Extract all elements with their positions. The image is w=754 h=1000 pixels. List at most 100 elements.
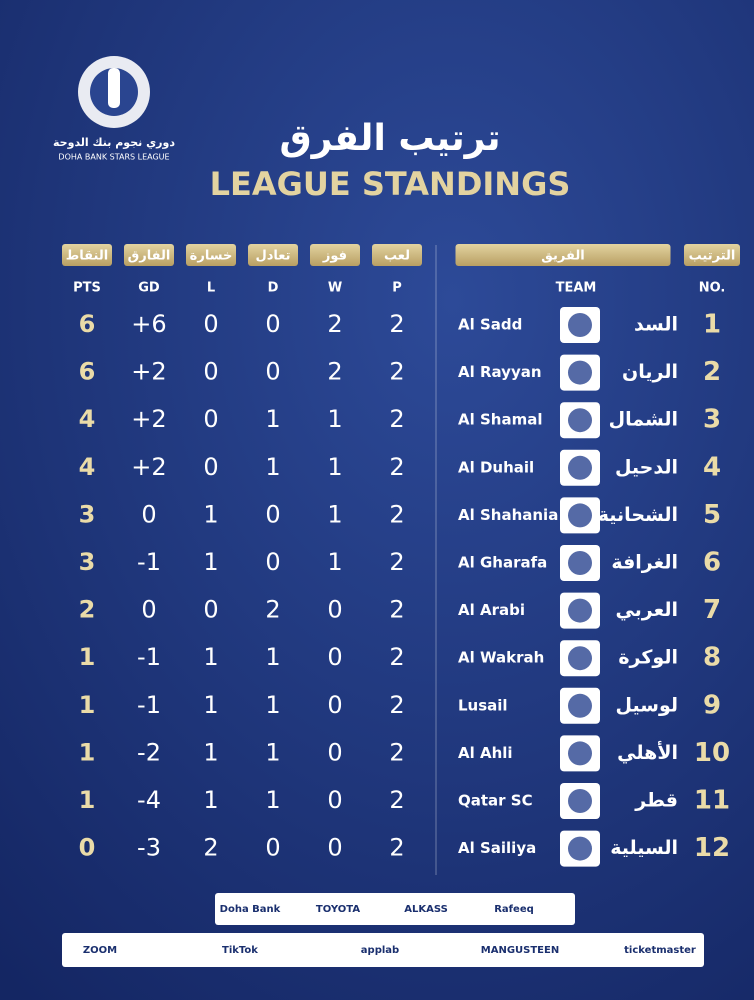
header-pill	[124, 244, 174, 266]
team-name-arabic: الريان	[622, 361, 678, 383]
stat: 0	[265, 358, 280, 386]
stat: -1	[137, 548, 161, 576]
stat: 0	[327, 643, 342, 671]
header-pill	[62, 244, 112, 266]
column-header-arabic: الفريق	[541, 249, 584, 264]
stat: 1	[265, 786, 280, 814]
rank: 9	[703, 690, 721, 720]
column-header-arabic: لعب	[384, 249, 410, 264]
stat: 1	[265, 691, 280, 719]
stat: 1	[203, 500, 218, 528]
sponsor: ALKASS	[404, 904, 448, 915]
rank: 10	[694, 738, 730, 768]
header-pill	[310, 244, 360, 266]
stat: 2	[389, 453, 404, 481]
team-name-english: Al Sailiya	[458, 839, 536, 857]
stat: 1	[265, 643, 280, 671]
stat: 1	[327, 405, 342, 433]
stat: -4	[137, 786, 161, 814]
team-crest	[568, 789, 592, 813]
team-name-arabic: الدحيل	[615, 456, 678, 478]
stat: 2	[327, 358, 342, 386]
team-name-arabic: الوكرة	[618, 647, 678, 669]
stat: 1	[327, 500, 342, 528]
team-name-english: Al Rayyan	[458, 363, 542, 381]
column-header-arabic: فوز	[322, 249, 347, 264]
team-name-arabic: الغرافة	[611, 552, 678, 574]
stat: 1	[327, 453, 342, 481]
points: 1	[79, 691, 96, 719]
sponsor: applab	[361, 945, 399, 956]
sponsor: TikTok	[222, 945, 258, 956]
team-crest	[568, 741, 592, 766]
sponsor-strip-top	[215, 893, 575, 925]
stat: 0	[265, 548, 280, 576]
stat: 0	[141, 596, 156, 624]
rank: 2	[703, 357, 721, 387]
team-crest	[568, 313, 592, 337]
stat: 1	[203, 643, 218, 671]
title-english: LEAGUE STANDINGS	[210, 165, 571, 203]
points: 6	[79, 310, 96, 338]
stat: 1	[265, 405, 280, 433]
team-name-arabic: الأهلي	[617, 741, 678, 764]
stat: 1	[203, 738, 218, 766]
stat: 0	[327, 596, 342, 624]
team-name-english: Al Gharafa	[458, 554, 547, 572]
stat: 2	[389, 310, 404, 338]
stat: 1	[203, 786, 218, 814]
header-pill	[248, 244, 298, 266]
column-header-english: PTS	[73, 281, 101, 296]
stat: 0	[265, 310, 280, 338]
rank: 1	[703, 310, 721, 340]
column-header-english: P	[392, 281, 402, 296]
team-name-english: Al Ahli	[458, 744, 513, 762]
header-pill	[684, 244, 740, 266]
stat: 0	[327, 691, 342, 719]
stat: +2	[131, 453, 166, 481]
sponsor-strip-bottom	[62, 933, 704, 967]
header-pill	[455, 244, 671, 266]
stat: -2	[137, 738, 161, 766]
column-header-arabic: خسارة	[190, 249, 233, 264]
column-header-arabic: الفارق	[128, 249, 171, 264]
rank: 5	[703, 500, 721, 530]
column-header-arabic: الترتيب	[689, 249, 736, 264]
stat: 1	[265, 738, 280, 766]
stat: -3	[137, 834, 161, 862]
stat: 0	[141, 500, 156, 528]
stat: -1	[137, 643, 161, 671]
sponsor: ZOOM	[83, 945, 117, 956]
points: 1	[79, 738, 96, 766]
rank: 7	[703, 595, 721, 625]
sponsor: ticketmaster	[624, 945, 696, 956]
stat: +2	[131, 358, 166, 386]
stat: 2	[389, 834, 404, 862]
team-name-arabic: الشمال	[609, 409, 678, 431]
points: 2	[79, 596, 96, 624]
header-pill	[372, 244, 422, 266]
team-crest	[568, 551, 592, 575]
team-name-arabic: العربي	[615, 599, 678, 621]
team-name-arabic: لوسيل	[616, 694, 678, 716]
team-name-english: Al Duhail	[458, 458, 534, 476]
team-crest	[568, 646, 592, 671]
stat: -1	[137, 691, 161, 719]
stat: 0	[203, 405, 218, 433]
stat: 0	[265, 834, 280, 862]
rank: 11	[694, 786, 730, 816]
sponsor: Rafeeq	[494, 904, 534, 915]
stat: +6	[131, 310, 166, 338]
team-crest	[568, 503, 592, 528]
stat: 2	[389, 786, 404, 814]
stat: 1	[265, 453, 280, 481]
title-arabic: ترتيب الفرق	[279, 118, 500, 159]
rank: 3	[703, 405, 721, 435]
points: 4	[79, 453, 96, 481]
column-header-arabic: تعادل	[255, 249, 290, 264]
league-logo	[78, 56, 150, 128]
stat: 2	[389, 643, 404, 671]
